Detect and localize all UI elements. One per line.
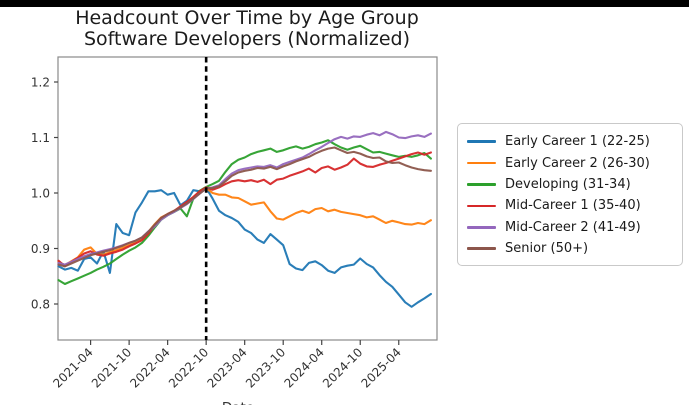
legend-line-swatch bbox=[467, 204, 496, 208]
legend-label: Mid-Career 2 (41-49) bbox=[505, 219, 641, 235]
legend-label: Early Career 2 (26-30) bbox=[505, 155, 650, 171]
x-tick-label: 2022-10 bbox=[166, 345, 211, 390]
chart-subtitle: Software Developers (Normalized) bbox=[83, 28, 411, 50]
y-tick-label: 0.9 bbox=[31, 242, 50, 256]
legend-line-swatch bbox=[467, 247, 496, 250]
x-tick-label: 2023-04 bbox=[204, 345, 249, 390]
x-axis-title: Date bbox=[222, 400, 254, 405]
y-tick-label: 1.1 bbox=[31, 131, 50, 145]
legend-item: Early Career 1 (22-25) bbox=[467, 131, 672, 152]
x-tick-label: 2021-04 bbox=[50, 345, 95, 390]
series-group bbox=[57, 130, 432, 308]
legend-label: Developing (31-34) bbox=[505, 176, 631, 192]
x-tick-label: 2024-04 bbox=[281, 345, 326, 390]
legend: Early Career 1 (22-25) Early Career 2 (2… bbox=[457, 123, 683, 267]
legend-item: Mid-Career 1 (35-40) bbox=[467, 195, 672, 216]
series-line-mid-career-1-35-40- bbox=[57, 151, 432, 268]
y-tick-label: 0.8 bbox=[31, 298, 50, 312]
series-line-early-career-2-26-30- bbox=[57, 186, 432, 267]
legend-item: Senior (50+) bbox=[467, 238, 672, 259]
x-tick-label: 2025-04 bbox=[359, 345, 404, 390]
series-line-early-career-1-22-25- bbox=[57, 186, 432, 308]
chart-title-block: Headcount Over Time by Age Group Softwar… bbox=[0, 8, 494, 50]
x-tick-label: 2021-10 bbox=[89, 345, 134, 390]
legend-line-swatch bbox=[467, 183, 496, 186]
chart-title: Headcount Over Time by Age Group bbox=[75, 7, 419, 29]
y-tick-label: 1.0 bbox=[31, 187, 50, 201]
x-tick-label: 2024-10 bbox=[320, 345, 365, 390]
x-tick-label: 2023-10 bbox=[243, 345, 288, 390]
legend-line-swatch bbox=[467, 140, 496, 143]
legend-line-swatch bbox=[467, 225, 496, 229]
series-line-senior-50- bbox=[57, 146, 432, 268]
top-border-bar bbox=[0, 0, 689, 7]
legend-item: Early Career 2 (26-30) bbox=[467, 152, 672, 173]
plot-frame bbox=[57, 56, 438, 341]
legend-line-swatch bbox=[467, 161, 496, 165]
legend-item: Mid-Career 2 (41-49) bbox=[467, 217, 672, 238]
legend-item: Developing (31-34) bbox=[467, 174, 672, 195]
legend-label: Mid-Career 1 (35-40) bbox=[505, 198, 641, 214]
legend-label: Early Career 1 (22-25) bbox=[505, 134, 650, 150]
y-tick-label: 1.2 bbox=[31, 76, 50, 90]
series-line-developing-31-34- bbox=[57, 139, 432, 286]
legend-label: Senior (50+) bbox=[505, 241, 589, 257]
x-tick-label: 2022-04 bbox=[127, 345, 172, 390]
